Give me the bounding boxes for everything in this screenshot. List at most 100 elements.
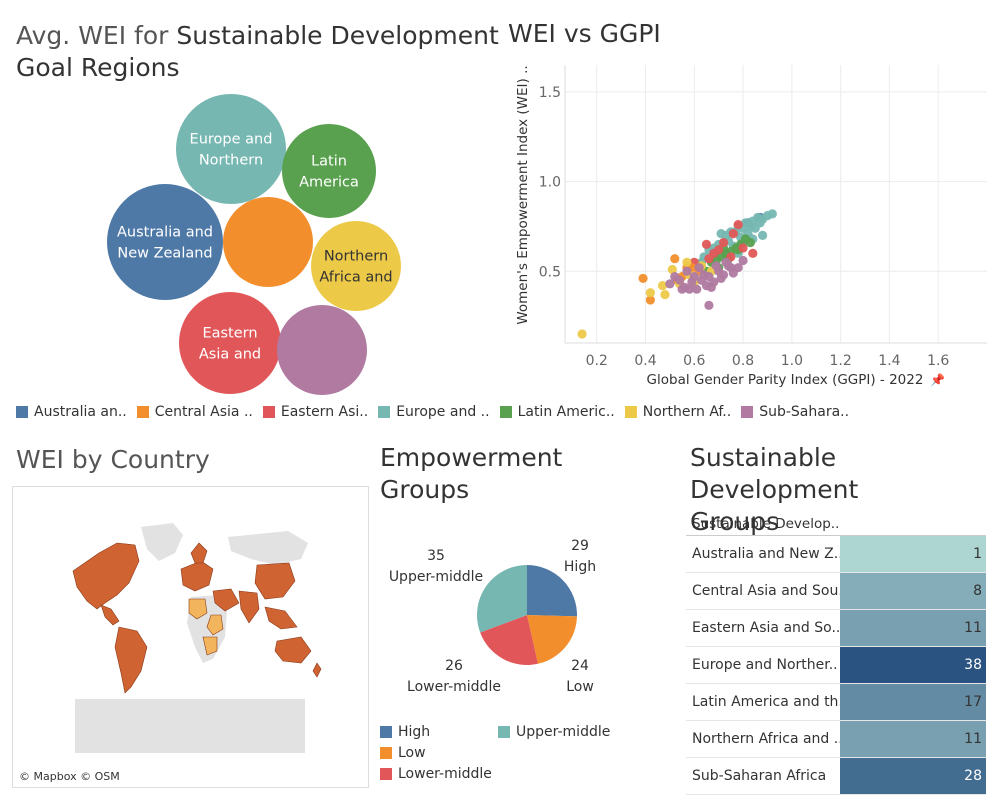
table-row[interactable]: Europe and Norther.. 38 xyxy=(686,647,986,684)
scatter-point[interactable] xyxy=(684,284,695,294)
scatter-point[interactable] xyxy=(645,288,655,298)
pie-slice-high[interactable] xyxy=(527,565,577,617)
table-body: Australia and New Z.. 1 Central Asia and S… xyxy=(686,536,986,795)
scatter-point[interactable] xyxy=(699,270,709,280)
table-cell-name: Northern Africa and .. xyxy=(692,731,840,747)
bubble-northern-africa-and-western-asia[interactable]: Northern Africa and xyxy=(311,221,401,311)
y-tick-label: 1.0 xyxy=(539,175,561,191)
pin-icon[interactable]: 📌 xyxy=(930,372,945,387)
table-row[interactable]: Northern Africa and .. 11 xyxy=(686,721,986,758)
legend-item[interactable]: Australia an.. xyxy=(16,404,127,420)
pie-legend-item[interactable]: Low xyxy=(380,745,426,761)
x-tick-label: 0.4 xyxy=(634,353,656,369)
scatter-point[interactable] xyxy=(692,284,702,294)
legend-swatch xyxy=(624,406,637,418)
table-cell-value: 38 xyxy=(840,647,986,683)
pie-legend-item[interactable]: High xyxy=(380,724,430,740)
scatter-point[interactable] xyxy=(665,279,675,289)
pie-value-label: 35 xyxy=(427,548,445,564)
bubble-europe-and-northern-america[interactable]: Europe and Northern xyxy=(176,94,286,204)
scatter-point[interactable] xyxy=(726,263,736,273)
table-cell-name: Europe and Norther.. xyxy=(692,657,838,673)
scatter-series-eastern-asia-and-south-eastern-asia xyxy=(689,220,758,267)
map-land-southeast-asia xyxy=(264,606,298,630)
bubble-title-rest: Sustainable Development xyxy=(176,21,499,50)
pie-legend-item[interactable]: Lower-middle xyxy=(380,766,492,782)
scatter-point[interactable] xyxy=(748,248,758,258)
scatter-point[interactable] xyxy=(745,237,755,248)
scatter-point[interactable] xyxy=(667,264,677,275)
map-land-central-america xyxy=(100,604,120,626)
world-map[interactable]: © Mapbox © OSM xyxy=(12,486,369,788)
scatter-point[interactable] xyxy=(716,228,726,239)
map-land-middle-east xyxy=(212,588,240,612)
scatter-point[interactable] xyxy=(718,237,729,248)
scatter-point[interactable] xyxy=(738,255,748,266)
scatter-point[interactable] xyxy=(728,228,738,239)
bubble-circle xyxy=(282,124,376,218)
scatter-point[interactable] xyxy=(755,218,765,228)
table-cell-value: 11 xyxy=(840,610,986,646)
scatter-point[interactable] xyxy=(682,257,692,267)
legend-item[interactable]: Eastern Asi.. xyxy=(262,404,368,420)
bubble-eastern-asia-and-south-eastern-asia[interactable]: Eastern Asia and xyxy=(179,292,281,394)
scatter-point[interactable] xyxy=(645,295,655,305)
table-cell-name: Sub-Saharan Africa xyxy=(692,768,827,784)
scatter-point[interactable] xyxy=(757,230,768,240)
bubble-circle xyxy=(277,305,367,395)
scatter-point[interactable] xyxy=(660,289,670,300)
bubble-label: Asia and xyxy=(199,347,261,363)
bubble-title-line2: Goal Regions xyxy=(16,53,180,82)
x-tick-label: 0.2 xyxy=(586,353,608,369)
scatter-point[interactable] xyxy=(694,263,704,273)
scatter-point[interactable] xyxy=(733,263,743,273)
scatter-point[interactable] xyxy=(704,300,714,310)
pie-slice-low[interactable] xyxy=(527,615,577,664)
table-row[interactable]: Sub-Saharan Africa 28 xyxy=(686,758,986,795)
scatter-point[interactable] xyxy=(701,239,712,249)
table-row[interactable]: Central Asia and Sou.. 8 xyxy=(686,573,986,610)
legend-item[interactable]: Latin Americ.. xyxy=(499,404,615,420)
map-title: WEI by Country xyxy=(16,445,210,474)
scatter-point[interactable] xyxy=(738,243,748,253)
column-header-label: Sustainable Develop.. xyxy=(692,516,840,532)
scatter-point[interactable] xyxy=(670,272,680,282)
scatter-point[interactable] xyxy=(682,266,692,276)
scatter-point[interactable] xyxy=(657,281,668,291)
map-land-scandinavia xyxy=(190,542,208,564)
bubble-australia-and-new-zealand[interactable]: Australia and New Zealand xyxy=(107,184,223,300)
bubble-label: Australia and xyxy=(117,225,213,241)
map-land-australia xyxy=(274,636,312,664)
pie-category-label: Low xyxy=(566,679,594,695)
table-row[interactable]: Eastern Asia and So.. 11 xyxy=(686,610,986,647)
sdg-table: Sustainable Develop.. Australia and New … xyxy=(686,513,986,795)
legend-item[interactable]: Northern Af.. xyxy=(624,404,731,420)
scatter-point[interactable] xyxy=(677,284,687,294)
table-row[interactable]: Latin America and th.. 17 xyxy=(686,684,986,721)
bubble-circle xyxy=(176,94,286,204)
scatter-point[interactable] xyxy=(706,282,716,292)
scatter-point[interactable] xyxy=(577,329,587,339)
scatter-point[interactable] xyxy=(733,220,743,230)
scatter-point[interactable] xyxy=(670,254,680,264)
pie-value-label: 24 xyxy=(571,658,589,674)
bubble-sub-saharan-africa[interactable] xyxy=(277,305,367,395)
pie-slice-lower-middle[interactable] xyxy=(480,615,538,665)
pie-legend-item[interactable]: Upper-middle xyxy=(498,724,610,740)
scatter-point[interactable] xyxy=(704,254,714,264)
scatter-point[interactable] xyxy=(711,261,721,271)
legend-swatch xyxy=(262,406,275,418)
bubble-central-asia-and-southern-asia[interactable] xyxy=(223,197,313,287)
legend-item[interactable]: Sub-Sahara.. xyxy=(741,404,849,420)
legend-item[interactable]: Europe and .. xyxy=(378,404,490,420)
table-cell-value: 28 xyxy=(840,758,986,794)
scatter-point[interactable] xyxy=(689,272,699,282)
bubble-label: Northern xyxy=(324,249,388,265)
pie-slice-upper-middle[interactable] xyxy=(477,565,527,633)
bubble-latin-america-and-the-caribbean[interactable]: Latin America xyxy=(282,124,376,218)
table-title-line1: Sustainable Development xyxy=(690,443,859,504)
legend-item[interactable]: Central Asia .. xyxy=(136,404,253,420)
table-row[interactable]: Australia and New Z.. 1 xyxy=(686,536,986,573)
scatter-point[interactable] xyxy=(638,273,648,284)
scatter-point[interactable] xyxy=(716,273,726,284)
